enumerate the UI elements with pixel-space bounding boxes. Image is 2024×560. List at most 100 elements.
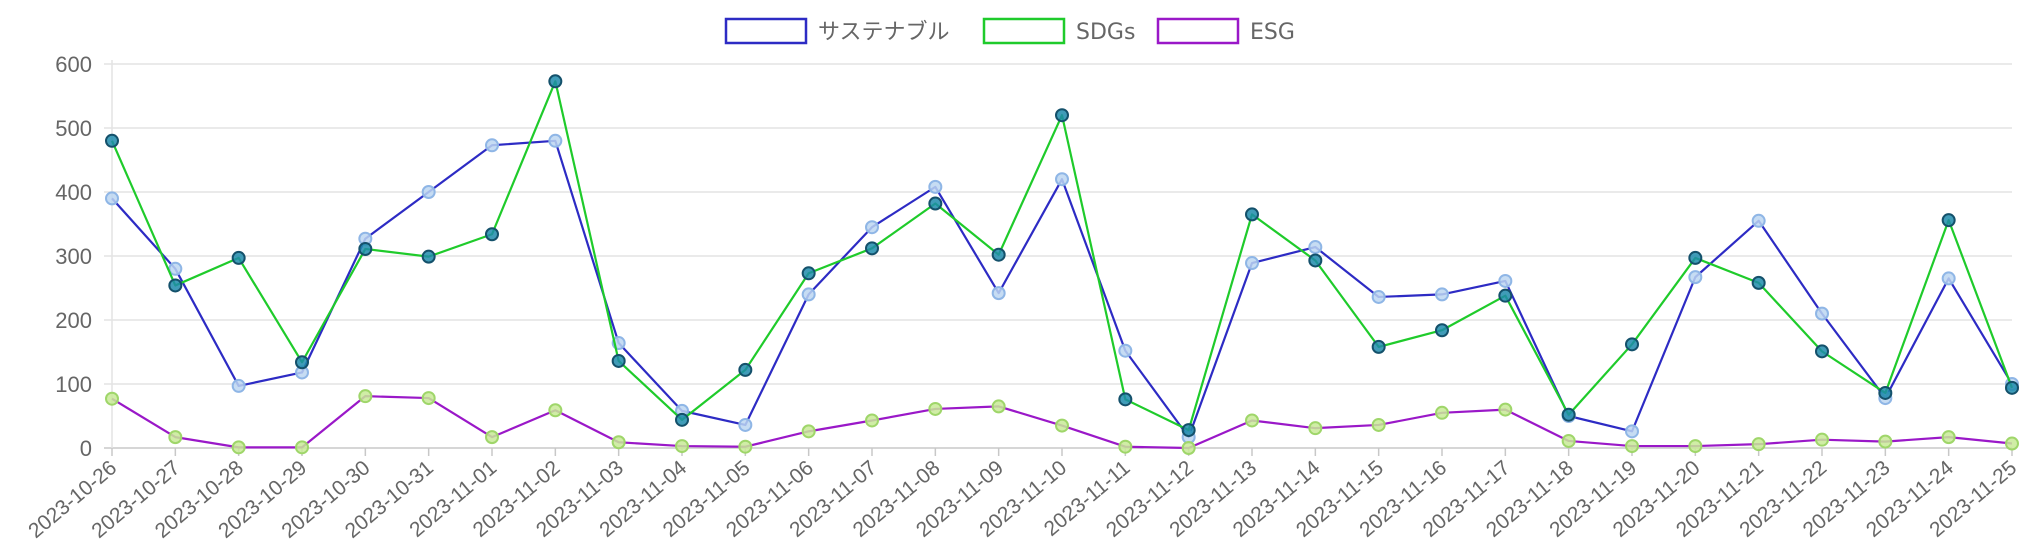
data-point[interactable] <box>738 417 753 432</box>
data-point[interactable] <box>1878 434 1893 449</box>
data-point[interactable] <box>105 133 119 148</box>
x-axis: 2023-10-262023-10-272023-10-282023-10-29… <box>24 448 2021 543</box>
data-point[interactable] <box>358 241 373 256</box>
data-point[interactable] <box>548 133 563 148</box>
data-point[interactable] <box>1055 418 1069 433</box>
data-point[interactable] <box>928 196 943 211</box>
legend-item-2[interactable]: ESG <box>1156 17 1295 45</box>
legend-item-1[interactable]: SDGs <box>982 17 1135 45</box>
data-point[interactable] <box>611 435 626 450</box>
y-axis: 0 100 200 300 400 500 600 <box>55 52 92 461</box>
y-tick-label: 400 <box>55 180 92 205</box>
data-point[interactable] <box>865 413 879 428</box>
legend-swatch <box>1156 17 1240 45</box>
data-point[interactable] <box>485 138 499 153</box>
y-tick-label: 200 <box>55 308 92 333</box>
data-point[interactable] <box>421 249 436 264</box>
data-point[interactable] <box>105 191 119 206</box>
legend-item-0[interactable]: サステナブル <box>724 17 950 45</box>
data-point[interactable] <box>2005 436 2019 451</box>
data-point[interactable] <box>295 355 309 370</box>
data-point[interactable] <box>168 278 183 293</box>
data-point[interactable] <box>991 247 1006 262</box>
data-point[interactable] <box>738 362 753 377</box>
data-point[interactable] <box>1308 421 1323 436</box>
data-point[interactable] <box>358 389 373 404</box>
data-point[interactable] <box>1245 256 1259 271</box>
data-point[interactable] <box>1498 402 1513 417</box>
data-point[interactable] <box>1751 275 1766 290</box>
data-point[interactable] <box>1371 417 1386 432</box>
data-point[interactable] <box>1815 344 1829 359</box>
data-point[interactable] <box>928 401 943 416</box>
data-point[interactable] <box>1751 437 1766 452</box>
data-point[interactable] <box>1688 439 1703 454</box>
data-point[interactable] <box>168 261 183 276</box>
y-tick-label: 100 <box>55 372 92 397</box>
data-point[interactable] <box>1245 207 1259 222</box>
data-point[interactable] <box>1625 337 1639 352</box>
data-point[interactable] <box>801 287 816 302</box>
data-point[interactable] <box>1625 439 1639 454</box>
data-point[interactable] <box>865 241 879 256</box>
data-point[interactable] <box>1561 407 1576 422</box>
y-tick-label: 500 <box>55 116 92 141</box>
data-point[interactable] <box>675 439 689 454</box>
data-point[interactable] <box>1941 213 1956 228</box>
data-point[interactable] <box>801 266 816 281</box>
data-point[interactable] <box>1118 439 1133 454</box>
data-point[interactable] <box>1498 288 1513 303</box>
data-point[interactable] <box>865 220 879 235</box>
data-point[interactable] <box>1941 271 1956 286</box>
data-point[interactable] <box>1181 441 1196 455</box>
data-point[interactable] <box>1371 289 1386 304</box>
data-point[interactable] <box>1688 250 1703 265</box>
data-point[interactable] <box>1815 306 1829 321</box>
data-point[interactable] <box>1308 253 1323 268</box>
legend-label: ESG <box>1250 20 1295 45</box>
data-point[interactable] <box>485 430 499 445</box>
data-point[interactable] <box>1625 424 1639 439</box>
data-point[interactable] <box>1751 213 1766 228</box>
data-point[interactable] <box>105 391 119 406</box>
data-point[interactable] <box>1245 413 1259 428</box>
data-point[interactable] <box>928 179 943 194</box>
data-point[interactable] <box>1308 240 1323 255</box>
data-point[interactable] <box>548 74 563 89</box>
data-point[interactable] <box>1371 339 1386 354</box>
data-point[interactable] <box>1941 430 1956 445</box>
data-point[interactable] <box>1815 432 1829 447</box>
data-point[interactable] <box>1118 343 1133 358</box>
data-point[interactable] <box>231 440 246 455</box>
data-point[interactable] <box>2005 380 2019 395</box>
data-point[interactable] <box>231 378 246 393</box>
data-point[interactable] <box>485 227 499 242</box>
data-point[interactable] <box>991 286 1006 301</box>
data-point[interactable] <box>1435 287 1449 302</box>
legend-swatch <box>724 17 808 45</box>
data-point[interactable] <box>1055 108 1069 123</box>
data-point[interactable] <box>1561 433 1576 448</box>
data-point[interactable] <box>1435 323 1449 338</box>
data-point[interactable] <box>1055 172 1069 187</box>
data-point[interactable] <box>231 250 246 265</box>
data-point[interactable] <box>1435 405 1449 420</box>
data-point[interactable] <box>738 439 753 454</box>
data-point[interactable] <box>421 391 436 406</box>
data-point[interactable] <box>801 424 816 439</box>
series-2 <box>105 389 2019 455</box>
legend-swatch <box>982 17 1066 45</box>
data-point[interactable] <box>1181 423 1196 438</box>
data-point[interactable] <box>1688 270 1703 285</box>
data-point[interactable] <box>1878 385 1893 400</box>
data-point[interactable] <box>1118 392 1133 407</box>
data-point[interactable] <box>675 412 689 427</box>
data-point[interactable] <box>548 403 563 418</box>
data-point[interactable] <box>991 399 1006 414</box>
data-point[interactable] <box>611 353 626 368</box>
data-point[interactable] <box>168 430 183 445</box>
data-point[interactable] <box>1498 273 1513 288</box>
data-point[interactable] <box>421 185 436 199</box>
data-point[interactable] <box>295 440 309 455</box>
